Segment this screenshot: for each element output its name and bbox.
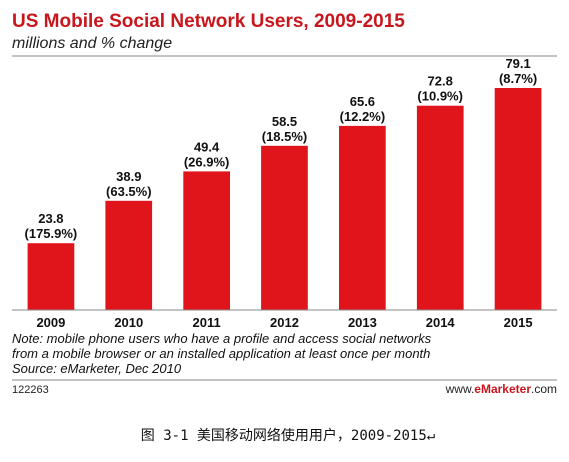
category-label-2009: 2009 bbox=[36, 315, 65, 330]
change-label-2012: (18.5%) bbox=[262, 129, 308, 144]
bar-2014 bbox=[416, 105, 464, 310]
change-label-2013: (12.2%) bbox=[340, 109, 386, 124]
category-label-2010: 2010 bbox=[114, 315, 143, 330]
value-label-2012: 58.5 bbox=[272, 114, 297, 129]
brand-logo: www.eMarketer.com bbox=[445, 382, 557, 396]
bars-group bbox=[27, 88, 542, 311]
value-label-2015: 79.1 bbox=[505, 56, 530, 71]
value-label-2010: 38.9 bbox=[116, 169, 141, 184]
change-label-2009: (175.9%) bbox=[25, 226, 78, 241]
change-label-2014: (10.9%) bbox=[417, 89, 463, 104]
chart-subtitle: millions and % change bbox=[12, 35, 172, 52]
value-label-2013: 65.6 bbox=[350, 94, 375, 109]
brand-suffix: .com bbox=[531, 382, 557, 396]
bar-2010 bbox=[105, 200, 153, 310]
value-labels-group: 23.8 38.9 49.4 58.5 65.6 72.8 79.1 bbox=[38, 56, 531, 226]
change-label-2011: (26.9%) bbox=[184, 154, 230, 169]
bar-2015 bbox=[494, 88, 542, 310]
note-line-2: from a mobile browser or an installed ap… bbox=[12, 346, 430, 361]
change-label-2010: (63.5%) bbox=[106, 184, 152, 199]
chart-id: 122263 bbox=[12, 384, 49, 396]
bar-2011 bbox=[183, 171, 230, 310]
note-line-1: Note: mobile phone users who have a prof… bbox=[12, 331, 432, 346]
figure-caption: 图 3-1 美国移动网络使用用户，2009-2015↵ bbox=[141, 427, 435, 444]
brand-name: eMarketer bbox=[474, 382, 531, 396]
source-line: Source: eMarketer, Dec 2010 bbox=[12, 361, 182, 376]
bar-2009 bbox=[27, 243, 75, 310]
category-label-2011: 2011 bbox=[192, 315, 220, 330]
value-label-2009: 23.8 bbox=[38, 211, 63, 226]
category-label-2013: 2013 bbox=[348, 315, 377, 330]
category-label-2012: 2012 bbox=[270, 315, 299, 330]
value-label-2014: 72.8 bbox=[428, 74, 453, 89]
bar-2013 bbox=[339, 125, 386, 311]
category-label-2014: 2014 bbox=[426, 315, 456, 330]
chart-title: US Mobile Social Network Users, 2009-201… bbox=[12, 11, 405, 32]
bar-2012 bbox=[261, 145, 308, 310]
change-label-2015: (8.7%) bbox=[499, 71, 537, 86]
category-label-2015: 2015 bbox=[504, 315, 533, 330]
category-labels-group: 2009 2010 2011 2012 2013 2014 2015 bbox=[36, 315, 532, 330]
brand-prefix: www. bbox=[445, 382, 475, 396]
value-label-2011: 49.4 bbox=[194, 139, 220, 154]
change-labels-group: (175.9%) (63.5%) (26.9%) (18.5%) (12.2%) (10.… bbox=[25, 71, 538, 241]
